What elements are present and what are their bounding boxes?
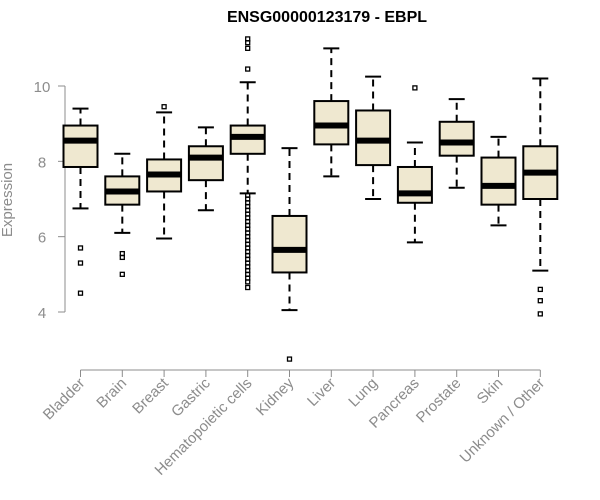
outlier-point [286,356,293,362]
outlier-point [161,104,167,110]
box-group [313,47,350,178]
outlier-point [119,254,125,261]
x-tick-label: Skin [474,375,507,408]
outlier-point [245,66,251,72]
chart-title: ENSG00000123179 - EBPL [227,9,427,26]
box-group [522,77,559,317]
outlier-point [77,245,84,251]
box-group [146,104,183,240]
y-tick-label: 4 [38,305,46,322]
y-tick-label: 8 [38,154,46,171]
boxes [62,36,559,362]
outlier-point [537,298,543,304]
box-group [62,107,99,296]
x-tick-label: Prostate [413,375,465,427]
outlier-point [245,40,251,46]
y-tick-label: 6 [38,230,46,247]
outlier-point [245,45,251,51]
y-tick-label: 10 [34,79,51,96]
iqr-box [438,120,475,157]
outlier-point [77,290,84,296]
iqr-box [396,165,433,204]
box-group [438,98,475,189]
outlier-point [119,271,125,277]
box-group [355,75,392,200]
outlier-point [245,284,251,291]
x-tick-label: Bladder [40,375,89,424]
box-group [271,147,308,362]
box-group [396,85,433,244]
box-group [187,126,224,212]
x-tick-label: Liver [304,375,339,410]
x-tick-label: Brain [93,375,130,412]
iqr-box [271,214,308,274]
box-group [104,152,141,277]
y-axis-label: Expression [0,163,16,237]
outlier-point [245,279,251,285]
x-tick-label: Kidney [253,374,298,419]
box-group [480,135,517,227]
outlier-point [537,286,543,293]
iqr-box [62,124,99,168]
x-tick-label: Breast [129,374,172,417]
outlier-point [537,311,543,317]
outlier-point [412,85,418,91]
box-group [229,36,266,291]
outlier-point [77,260,84,266]
x-tick-label: Lung [345,375,381,411]
iqr-box [187,145,224,182]
iqr-box [480,156,517,206]
axes: 4 6 8 10 [34,79,541,371]
